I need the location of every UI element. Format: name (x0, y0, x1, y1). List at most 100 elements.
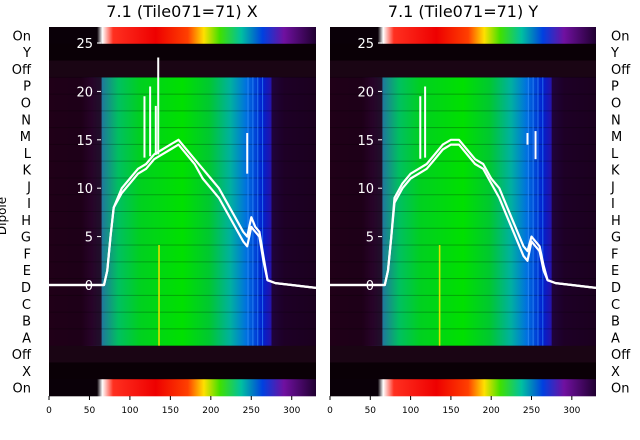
row-label-left: O (21, 96, 31, 111)
row-label-left: M (20, 130, 31, 145)
row-label-right: Off (611, 63, 631, 78)
overlay-y-tick-label: 5 (85, 231, 93, 246)
heatmap-row (330, 27, 596, 45)
overlay-series-line (49, 143, 317, 289)
heatmap-row (49, 261, 316, 279)
heatmap-row (49, 328, 316, 346)
row-label-left: E (23, 264, 31, 279)
row-label-left: X (22, 365, 31, 380)
row-label-right: P (611, 80, 619, 95)
row-label-right: Off (611, 348, 631, 363)
heatmap-row (330, 144, 596, 162)
x-tick-label: 250 (243, 406, 260, 416)
heatmap-row (49, 379, 316, 397)
panel-x-title: 7.1 (Tile071=71) X (106, 2, 257, 21)
row-label-right: X (611, 365, 620, 380)
row-label-left: Off (12, 348, 32, 363)
heatmap-row (49, 127, 316, 145)
row-label-left: P (23, 80, 31, 95)
overlay-y-tick-label: 15 (357, 134, 374, 149)
row-label-right: O (611, 96, 621, 111)
x-tick-label: 250 (523, 406, 540, 416)
row-label-right: D (611, 281, 621, 296)
row-label-left: On (13, 29, 31, 44)
high-signal-region (271, 77, 316, 346)
x-tick-label: 0 (46, 406, 52, 416)
heatmap-row (49, 312, 316, 330)
row-label-right: G (611, 231, 621, 246)
low-signal-region (49, 77, 102, 346)
heatmap-row (49, 77, 316, 95)
x-tick-label: 0 (327, 406, 333, 416)
overlay-y-tick-label: 0 (366, 279, 374, 294)
row-label-left: H (21, 214, 31, 229)
heatmap-row (330, 43, 596, 61)
heatmap-row (49, 295, 316, 313)
x-tick-label: 50 (84, 406, 96, 416)
overlay-y-tick-label: 25 (357, 37, 374, 52)
heatmap-row (330, 94, 596, 112)
heatmap-row (330, 362, 596, 380)
x-tick-label: 300 (563, 406, 580, 416)
heatmap-row (49, 161, 316, 179)
heatmap-row (49, 144, 316, 162)
row-label-right: On (611, 382, 629, 397)
heatmap-row (49, 362, 316, 380)
heatmap-row (49, 94, 316, 112)
heatmap-row (49, 110, 316, 128)
overlay-y-tick-label: 15 (76, 134, 93, 149)
overlay-y-tick-label: 20 (76, 85, 93, 100)
panel-y-title: 7.1 (Tile071=71) Y (388, 2, 538, 21)
heatmap-row (330, 77, 596, 95)
heatmap-row (330, 60, 596, 78)
overlay-series-line (330, 138, 597, 289)
row-label-right: Y (610, 46, 619, 61)
x-tick-label: 300 (283, 406, 300, 416)
row-label-left: D (21, 281, 31, 296)
row-label-right: K (611, 164, 620, 179)
row-label-right: F (611, 247, 618, 262)
overlay-series-line (330, 143, 597, 289)
row-label-left: Y (22, 46, 31, 61)
row-label-right: A (611, 331, 620, 346)
heatmap-row (49, 27, 316, 45)
heatmap-row (49, 345, 316, 363)
row-label-right: On (611, 29, 629, 44)
row-label-left: K (22, 164, 31, 179)
high-signal-region (551, 77, 596, 346)
row-label-right: J (610, 180, 615, 195)
row-label-right: C (611, 298, 620, 313)
row-label-left: F (24, 247, 31, 262)
row-label-left: Off (12, 63, 32, 78)
heatmap-row (330, 278, 596, 296)
row-label-left: B (22, 315, 31, 330)
overlay-y-tick-label: 10 (76, 182, 93, 197)
heatmap-row (330, 295, 596, 313)
low-signal-region (330, 77, 383, 346)
x-tick-label: 150 (162, 406, 179, 416)
row-label-right: H (611, 214, 621, 229)
y-axis-label: Dipole (0, 197, 9, 235)
overlay-y-tick-label: 5 (366, 231, 374, 246)
row-label-left: C (22, 298, 31, 313)
heatmap-row (49, 278, 316, 296)
x-tick-label: 150 (442, 406, 459, 416)
row-label-right: B (611, 315, 620, 330)
row-label-left: N (21, 113, 31, 128)
heatmap-row (49, 245, 316, 263)
x-tick-label: 200 (202, 406, 219, 416)
overlay-y-tick-label: 25 (76, 37, 93, 52)
overlay-y-tick-label: 10 (357, 182, 374, 197)
row-label-left: A (22, 331, 31, 346)
heatmap-row (49, 177, 316, 196)
heatmap-row (330, 127, 596, 145)
overlay-y-tick-label: 0 (85, 279, 93, 294)
heatmap-row (330, 177, 596, 196)
heatmap-row (49, 60, 316, 78)
overlay-y-tick-label: 20 (357, 85, 374, 100)
